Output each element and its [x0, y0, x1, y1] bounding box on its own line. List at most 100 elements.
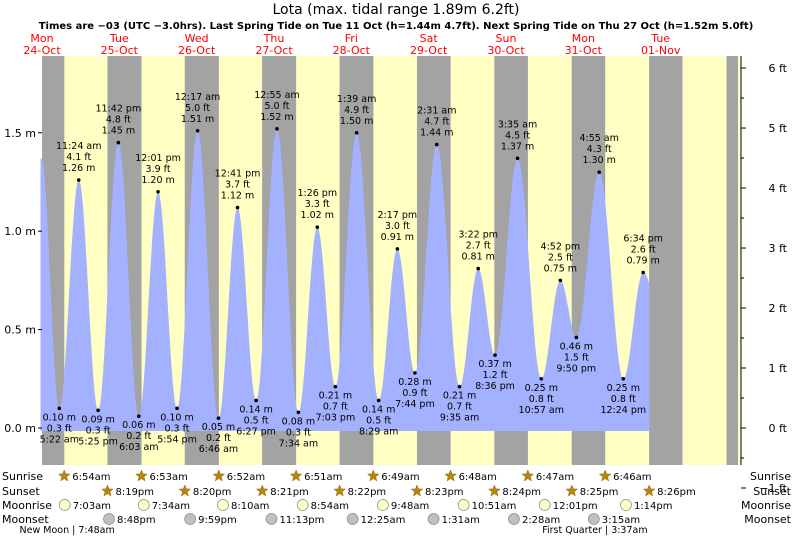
day-date: 31-Oct: [565, 44, 603, 57]
sunrise-icon: [444, 469, 457, 482]
tide-label-time: 5:22 am: [40, 434, 79, 445]
tide-label-m: 0.10 m: [160, 412, 193, 423]
low-tide-point: [96, 408, 100, 413]
high-tide-point: [116, 140, 121, 145]
day-date: 27-Oct: [255, 44, 293, 57]
tide-label-ft: 0.7 ft: [447, 402, 472, 413]
sunset-icon: [488, 484, 501, 497]
tide-label-ft: 5.0 ft: [264, 101, 289, 112]
tide-label-ft: 3.0 ft: [385, 221, 410, 232]
row-label-left: Moonset: [2, 513, 49, 526]
tide-label-m: 0.25 m: [525, 383, 558, 394]
tide-label-m: 0.37 m: [478, 359, 511, 370]
tide-label-m: 0.91 m: [381, 232, 414, 243]
sunset-icon: [565, 484, 579, 497]
tide-label-ft: 0.3 ft: [47, 423, 72, 434]
moonrise-time: 7:34am: [152, 501, 190, 512]
chart-subtitle: Times are −03 (UTC −3.0hrs). Last Spring…: [39, 21, 754, 32]
sunset-time: 8:21pm: [270, 487, 309, 498]
day-headers: Mon24-OctTue25-OctWed26-OctThu27-OctFri2…: [23, 32, 681, 57]
moonset-icon: [587, 513, 600, 525]
low-tide-point: [296, 410, 301, 415]
tide-label-ft: 0.3 ft: [164, 423, 189, 434]
tide-label-time: 11:42 pm: [96, 104, 142, 115]
tide-label-m: 0.10 m: [43, 412, 76, 423]
tide-label-m: 1.12 m: [221, 191, 254, 202]
tide-label-time: 6:27 pm: [236, 426, 276, 437]
tide-label-time: 3:22 pm: [458, 230, 498, 241]
low-tide-point: [376, 398, 381, 403]
high-tide-point: [558, 278, 563, 283]
moonrise-time: 8:10am: [231, 501, 269, 512]
moonset-icon: [265, 513, 278, 525]
low-tide-point: [621, 376, 626, 381]
tide-label-m: 1.52 m: [260, 112, 293, 123]
day-date: 01-Nov: [641, 44, 681, 57]
moonrise-icon: [377, 499, 389, 511]
day-name: Sun: [496, 32, 517, 45]
tide-label-ft: 4.7 ft: [424, 117, 449, 128]
tide-label-m: 0.05 m: [202, 422, 235, 433]
high-tide-point: [597, 170, 601, 174]
tide-label-time: 7:44 pm: [395, 399, 435, 410]
moonset-icon: [184, 513, 197, 525]
tide-label-m: 1.02 m: [301, 210, 334, 221]
tide-label-time: 3:35 am: [498, 119, 537, 130]
moonset-time: 11:13pm: [279, 515, 324, 526]
tide-label-time: 6:34 pm: [623, 234, 663, 245]
sunset-time: 8:23pm: [425, 487, 464, 498]
moonset-icon: [508, 513, 520, 525]
tide-label-time: 7:34 am: [279, 438, 318, 449]
y-axis-feet: −1 ft 0 ft 1 ft 2 ft 3 ft 4 ft 5 ft 6 ft: [740, 56, 788, 495]
tide-label-time: 10:57 am: [519, 405, 564, 416]
tide-label-m: 0.21 m: [443, 391, 476, 402]
daylight-band: [682, 56, 727, 465]
sunset-icon: [333, 484, 346, 497]
tide-label-m: 1.50 m: [340, 116, 373, 127]
y-tick-label-ft: 6 ft: [769, 62, 788, 75]
day-date: 25-Oct: [101, 44, 139, 57]
moonrise-time: 1:14pm: [634, 501, 673, 512]
moonset-icon: [427, 513, 440, 525]
moonrise-time: 12:01pm: [553, 501, 598, 512]
low-tide-point: [254, 398, 258, 403]
y-tick-label-m: 1.0 m: [4, 225, 36, 238]
tide-label-m: 1.44 m: [420, 128, 453, 139]
tide-label-ft: 3.3 ft: [305, 199, 330, 210]
row-label-right: Sunrise: [750, 470, 791, 483]
tide-label-ft: 0.8 ft: [529, 394, 554, 405]
day-name: Sat: [420, 32, 439, 45]
tide-label-ft: 0.5 ft: [366, 415, 391, 426]
day-date: 29-Oct: [410, 44, 448, 57]
tide-label-m: 1.37 m: [501, 141, 534, 152]
astronomy-rows: Sunrise Sunrise 6:54am 6:53am 6:52am 6:51am 6:…: [2, 469, 792, 536]
y-tick-label-m: 0.0 m: [4, 422, 36, 435]
tide-label-ft: 0.2 ft: [126, 431, 151, 442]
tide-label-time: 1:26 pm: [297, 188, 337, 199]
tide-label-time: 2:31 am: [417, 106, 456, 117]
row-label-right: Sunset: [753, 485, 791, 498]
tide-label-time: 8:36 pm: [475, 381, 515, 392]
sunset-icon: [101, 484, 114, 497]
tide-label-m: 1.20 m: [141, 175, 174, 186]
moonset-time: 3:15am: [602, 515, 640, 526]
moonrise-icon: [217, 499, 229, 511]
tide-label-ft: 0.7 ft: [323, 402, 348, 413]
moonset-time: 9:59pm: [198, 515, 237, 526]
low-tide-point: [539, 376, 544, 381]
y-tick-label-m: 1.5 m: [4, 127, 36, 140]
chart-title: Lota (max. tidal range 1.89m 6.2ft): [272, 2, 519, 18]
tide-label-m: 1.26 m: [62, 163, 95, 174]
high-tide-point: [354, 130, 359, 135]
tide-label-time: 12:41 pm: [215, 169, 261, 180]
tide-label-m: 0.09 m: [81, 414, 114, 425]
moonrise-icon: [457, 499, 470, 511]
low-tide-point: [413, 371, 417, 375]
day-name: Mon: [30, 32, 53, 45]
tide-label-m: 0.75 m: [544, 263, 577, 274]
high-tide-point: [515, 156, 520, 161]
high-tide-point: [315, 225, 320, 230]
tide-label-ft: 3.7 ft: [225, 180, 250, 191]
y-tick-label-ft: 0 ft: [769, 422, 788, 435]
